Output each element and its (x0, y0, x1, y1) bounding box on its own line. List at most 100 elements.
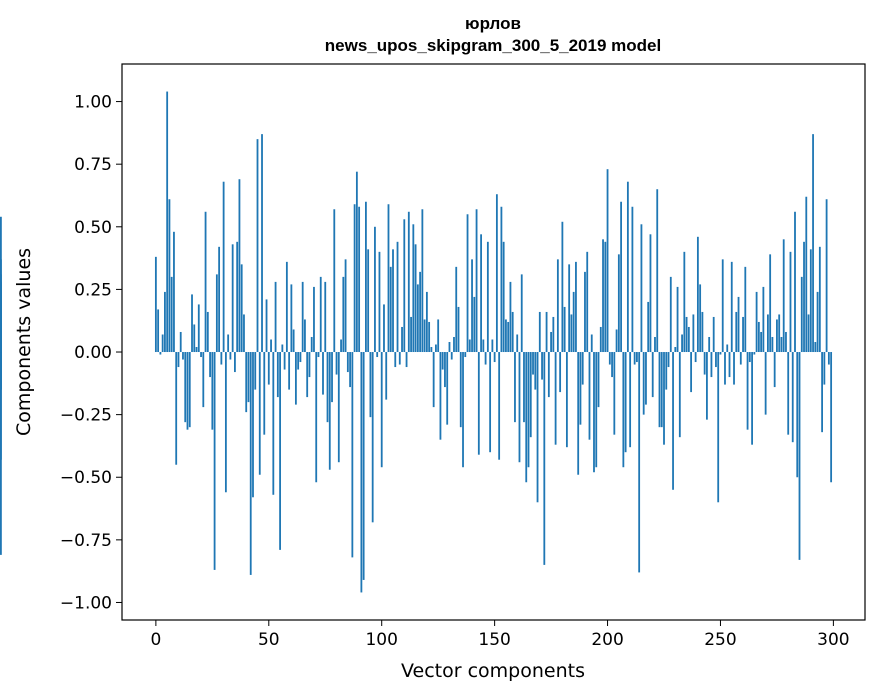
bar-component-158 (511, 311, 514, 353)
bar-component-188 (579, 352, 582, 425)
bar-component-11 (179, 331, 182, 353)
bar-component-123 (432, 352, 435, 408)
bar-component-35 (234, 352, 236, 373)
y-tick-label: 0.75 (74, 155, 112, 175)
bar-component-200 (606, 169, 609, 353)
bar-component-246 (710, 352, 713, 378)
bar-component-224 (660, 352, 663, 428)
x-tick-label: 50 (258, 630, 280, 650)
bar-component-101 (383, 304, 385, 353)
bar-component-192 (588, 352, 591, 440)
bar-component-245 (708, 336, 711, 353)
bar-component-267 (757, 321, 760, 353)
bar-component-25 (211, 352, 214, 430)
bar-component-22 (204, 211, 207, 353)
bar-component-37 (238, 179, 241, 353)
bar-component-36 (236, 241, 239, 353)
bar-component-174 (547, 352, 550, 398)
bar-component-142 (475, 209, 478, 353)
bar-component-58 (285, 261, 288, 353)
bar-component-70 (313, 286, 315, 353)
bar-component-208 (624, 352, 627, 453)
bar-component-143 (477, 352, 480, 455)
bar-component-231 (676, 286, 679, 353)
bar-component-204 (615, 329, 618, 353)
bar-component-282 (791, 352, 794, 443)
bar-component-149 (491, 339, 494, 353)
bar-component-244 (706, 352, 708, 420)
bar-component-127 (441, 352, 444, 370)
bar-component-288 (805, 196, 808, 353)
bar-component-221 (654, 336, 656, 353)
bar-component-184 (570, 314, 573, 353)
bar-component-171 (541, 352, 543, 380)
bar-component-232 (678, 352, 681, 438)
bar-component-265 (753, 352, 756, 355)
bar-component-60 (290, 284, 293, 353)
bar-component-168 (534, 352, 537, 390)
bar-component-126 (439, 352, 442, 440)
bar-component-278 (782, 239, 785, 353)
bar-component-111 (405, 352, 408, 368)
bar-component-134 (457, 306, 460, 353)
bar-component-145 (482, 339, 485, 353)
bar-component-4 (164, 291, 166, 353)
bar-component-180 (561, 221, 564, 353)
bar-component-170 (538, 311, 541, 353)
bar-component-29 (220, 352, 223, 365)
bar-component-28 (218, 246, 221, 353)
bar-component-84 (344, 259, 347, 353)
bar-component-281 (789, 251, 792, 353)
bar-component-81 (337, 352, 340, 463)
bar-component-27 (215, 274, 218, 353)
bar-component-205 (617, 254, 620, 353)
bar-component-34 (231, 244, 234, 353)
bar-component-247 (712, 316, 715, 353)
bar-component-43 (252, 352, 254, 498)
bar-component-263 (748, 352, 751, 363)
bar-component-63 (297, 352, 300, 370)
bar-component-185 (572, 291, 575, 353)
bar-component-116 (416, 284, 419, 353)
bar-component-169 (536, 352, 539, 503)
bar-component-297 (825, 199, 828, 353)
bar-component-147 (486, 241, 489, 353)
bar-component-291 (812, 134, 814, 353)
chart-subtitle: news_upos_skipgram_300_5_2019 model (325, 36, 661, 55)
bar-component-2 (159, 352, 162, 355)
bar-component-107 (396, 241, 399, 353)
bar-component-296 (823, 352, 826, 385)
bar-component-230 (674, 347, 677, 353)
y-tick-label: 1.00 (74, 93, 112, 113)
bar-component-287 (803, 241, 805, 353)
bar-component-20 (200, 352, 202, 358)
bar-component-128 (444, 352, 446, 388)
y-tick-label: −1.00 (60, 593, 112, 613)
bar-component-161 (518, 352, 521, 463)
bar-component-92 (362, 352, 365, 580)
bar-component-89 (355, 171, 358, 353)
bar-component-48 (263, 352, 266, 435)
bar-component-194 (593, 352, 595, 473)
bar-component-199 (604, 241, 607, 353)
bar-component-154 (502, 241, 505, 353)
bar-component-238 (692, 314, 695, 353)
bar-component-243 (703, 352, 706, 375)
bar-component-24 (209, 352, 211, 378)
bar-component-114 (412, 224, 415, 353)
bar-component-274 (773, 352, 776, 388)
bar-component-73 (319, 276, 322, 353)
bar-component-125 (437, 319, 440, 353)
bar-component-273 (771, 336, 774, 353)
bar-component-242 (701, 311, 704, 353)
bar-component-193 (590, 334, 593, 353)
bar-component-277 (780, 336, 783, 353)
bar-component-12 (182, 352, 184, 360)
bar-component-217 (645, 352, 647, 405)
bar-component-179 (559, 352, 562, 393)
bar-component-181 (563, 306, 566, 353)
bar-component-21 (202, 352, 205, 408)
bar-component-262 (746, 352, 749, 430)
bar-component-216 (642, 352, 645, 415)
